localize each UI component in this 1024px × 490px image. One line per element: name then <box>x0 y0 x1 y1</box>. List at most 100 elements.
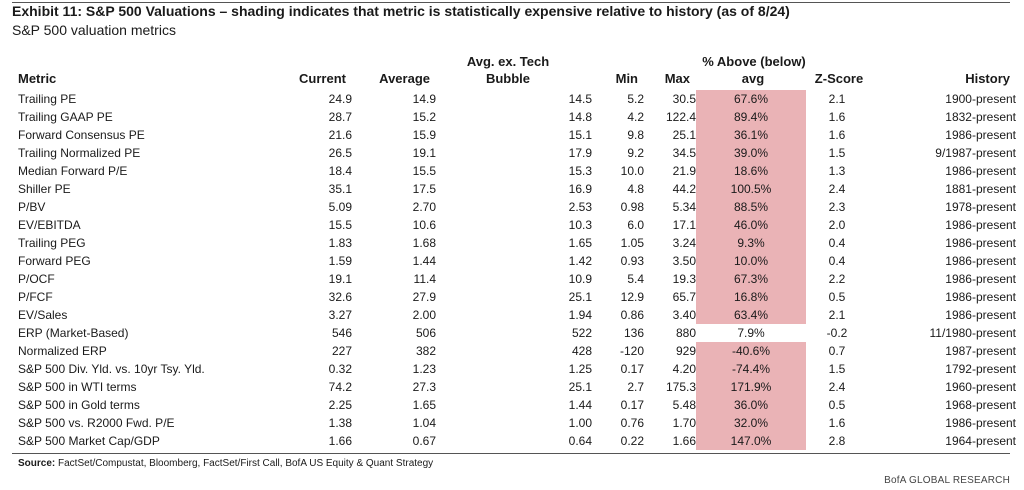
cell-max: 19.3 <box>672 272 696 286</box>
cell-min: 0.98 <box>620 200 644 214</box>
source-label: Source: <box>18 458 56 469</box>
cell-avg-ex-tech: 1.42 <box>568 254 592 268</box>
cell-min: 4.8 <box>627 182 644 196</box>
table-row: EV/EBITDA 15.5 10.6 10.3 6.0 17.1 46.0% 2.0 1986… <box>12 216 1016 234</box>
cell-current: 26.5 <box>328 146 352 160</box>
cell-max: 122.4 <box>665 110 696 124</box>
table-row: S&P 500 in Gold terms 2.25 1.65 1.44 0.17 5.4… <box>12 396 1016 414</box>
cell-pct-above-avg: 39.0% <box>696 144 806 162</box>
exhibit-subtitle: S&P 500 valuation metrics <box>12 22 176 38</box>
top-rule <box>12 2 1010 3</box>
header-avg-ex-tech-line2: Bubble <box>485 71 531 86</box>
cell-average: 27.3 <box>412 380 436 394</box>
cell-pct-above-avg: 46.0% <box>696 216 806 234</box>
cell-min: 9.2 <box>627 146 644 160</box>
table-row: Shiller PE 35.1 17.5 16.9 4.8 44.2 100.5% 2.4 18… <box>12 180 1016 198</box>
cell-max: 65.7 <box>672 290 696 304</box>
cell-average: 11.4 <box>413 272 436 286</box>
header-max: Max <box>664 71 690 86</box>
cell-max: 5.34 <box>672 200 696 214</box>
cell-average: 2.70 <box>412 200 436 214</box>
cell-pct-above-avg: 89.4% <box>696 108 806 126</box>
cell-history: 11/1980-present <box>929 326 1016 340</box>
cell-zscore: -0.2 <box>826 326 848 340</box>
valuation-table: Trailing PE 24.9 14.9 14.5 5.2 30.5 67.6% 2.1 19… <box>12 90 1016 450</box>
cell-metric: Trailing Normalized PE <box>18 146 141 160</box>
table-row: S&P 500 in WTI terms 74.2 27.3 25.1 2.7 175.3… <box>12 378 1016 396</box>
cell-metric: S&P 500 vs. R2000 Fwd. P/E <box>18 416 175 430</box>
cell-avg-ex-tech: 25.1 <box>568 290 592 304</box>
cell-max: 880 <box>675 326 696 340</box>
cell-avg-ex-tech: 522 <box>571 326 592 340</box>
table-row: ERP (Market-Based) 546 506 522 136 880 7.9% -0.… <box>12 324 1016 342</box>
cell-avg-ex-tech: 14.8 <box>568 110 592 124</box>
cell-current: 28.7 <box>328 110 352 124</box>
cell-pct-above-avg: 7.9% <box>737 326 765 340</box>
cell-average: 14.9 <box>412 92 436 106</box>
cell-avg-ex-tech: 428 <box>571 344 592 358</box>
cell-metric: ERP (Market-Based) <box>18 326 129 340</box>
cell-average: 1.23 <box>412 362 436 376</box>
cell-history: 1792-present <box>945 362 1016 376</box>
cell-avg-ex-tech: 15.3 <box>568 164 592 178</box>
cell-avg-ex-tech: 17.9 <box>568 146 592 160</box>
header-pct-line1: % Above (below) <box>702 54 806 69</box>
cell-current: 1.66 <box>328 434 352 448</box>
cell-avg-ex-tech: 1.25 <box>568 362 592 376</box>
cell-min: 0.76 <box>620 416 644 430</box>
cell-metric: Forward Consensus PE <box>18 128 145 142</box>
cell-zscore: 0.4 <box>828 254 846 268</box>
cell-max: 175.3 <box>665 380 696 394</box>
cell-metric: P/BV <box>18 200 46 214</box>
cell-min: 2.7 <box>627 380 644 394</box>
cell-min: 10.0 <box>620 164 644 178</box>
cell-history: 1960-present <box>945 380 1016 394</box>
cell-metric: Normalized ERP <box>18 344 107 358</box>
cell-current: 1.59 <box>328 254 352 268</box>
cell-pct-above-avg: -74.4% <box>696 360 806 378</box>
cell-pct-above-avg: 16.8% <box>696 288 806 306</box>
cell-metric: Shiller PE <box>18 182 71 196</box>
header-avg-ex-tech-line1: Avg. ex. Tech <box>466 54 550 69</box>
cell-average: 15.2 <box>412 110 436 124</box>
cell-history: 1978-present <box>945 200 1016 214</box>
cell-avg-ex-tech: 1.00 <box>568 416 592 430</box>
cell-min: 12.9 <box>620 290 644 304</box>
cell-current: 19.1 <box>328 272 352 286</box>
table-row: Trailing GAAP PE 28.7 15.2 14.8 4.2 122.4 89.4… <box>12 108 1016 126</box>
cell-pct-above-avg: 63.4% <box>696 306 806 324</box>
cell-average: 1.68 <box>412 236 436 250</box>
cell-current: 1.83 <box>328 236 352 250</box>
cell-pct-above-avg: 147.0% <box>696 432 806 450</box>
cell-history: 1881-present <box>945 182 1016 196</box>
cell-history: 1986-present <box>945 128 1016 142</box>
cell-history: 1964-present <box>945 434 1016 448</box>
cell-current: 546 <box>331 326 352 340</box>
cell-history: 9/1987-present <box>935 146 1016 160</box>
cell-avg-ex-tech: 10.9 <box>568 272 592 286</box>
table-row: EV/Sales 3.27 2.00 1.94 0.86 3.40 63.4% 2.1 1986… <box>12 306 1016 324</box>
cell-max: 3.24 <box>672 236 696 250</box>
cell-pct-above-avg: -40.6% <box>696 342 806 360</box>
header-history: History <box>965 71 1010 86</box>
cell-zscore: 2.1 <box>828 308 846 322</box>
cell-average: 15.9 <box>412 128 436 142</box>
cell-min: 0.17 <box>620 362 644 376</box>
cell-max: 4.20 <box>672 362 696 376</box>
cell-min: -120 <box>619 344 644 358</box>
cell-min: 6.0 <box>627 218 644 232</box>
cell-min: 0.22 <box>620 434 644 448</box>
cell-zscore: 1.5 <box>828 362 846 376</box>
cell-current: 74.2 <box>328 380 352 394</box>
cell-max: 34.5 <box>672 146 696 160</box>
cell-min: 9.8 <box>627 128 644 142</box>
cell-avg-ex-tech: 16.9 <box>568 182 592 196</box>
cell-metric: S&P 500 in WTI terms <box>18 380 137 394</box>
cell-history: 1986-present <box>945 254 1016 268</box>
cell-history: 1986-present <box>945 290 1016 304</box>
exhibit-title: Exhibit 11: S&P 500 Valuations – shading… <box>12 3 790 19</box>
cell-history: 1986-present <box>945 164 1016 178</box>
cell-current: 1.38 <box>328 416 352 430</box>
cell-zscore: 1.3 <box>828 164 846 178</box>
cell-avg-ex-tech: 1.94 <box>568 308 592 322</box>
